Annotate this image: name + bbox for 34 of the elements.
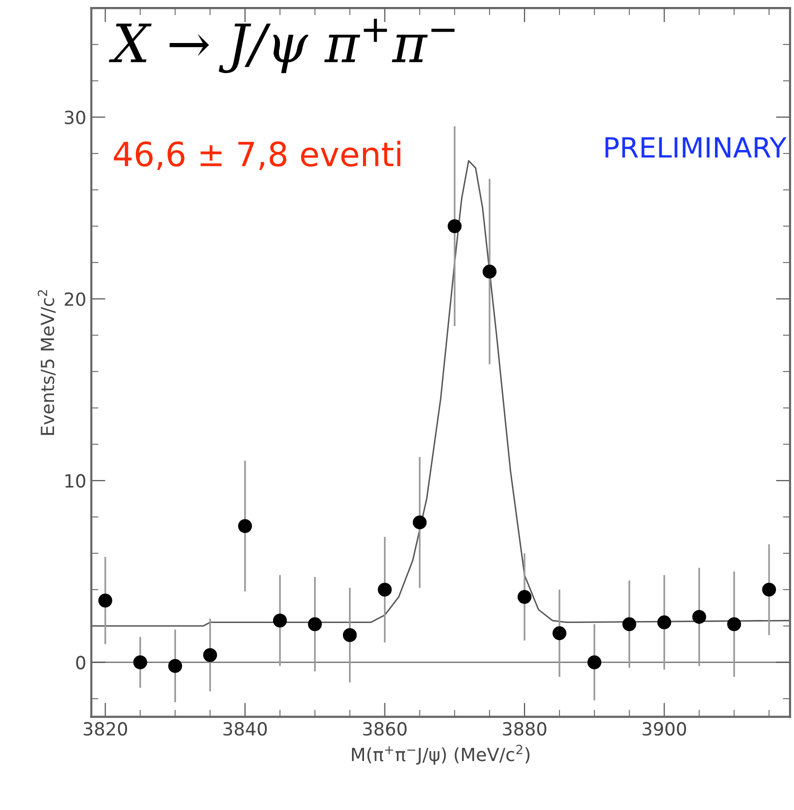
point bbox=[657, 615, 672, 630]
y-tick-label: 0 bbox=[76, 656, 86, 670]
y-tick-label: 30 bbox=[64, 110, 86, 124]
point bbox=[762, 582, 776, 597]
point bbox=[587, 655, 602, 670]
point bbox=[692, 610, 706, 624]
x-tick-label: 3880 bbox=[502, 722, 546, 736]
point bbox=[482, 264, 497, 279]
point bbox=[98, 594, 112, 608]
x-tick-label: 3820 bbox=[84, 722, 128, 736]
x-tick-label: 3900 bbox=[642, 722, 686, 736]
point bbox=[238, 519, 252, 533]
chart-title: X → J/ψ π$^{+}$π$^{−}$ bbox=[108, 18, 455, 74]
point bbox=[273, 614, 287, 628]
y-tick-label: 20 bbox=[64, 292, 86, 306]
point bbox=[448, 219, 462, 234]
y-tick-label: 10 bbox=[65, 474, 86, 488]
x-tick-label: 3840 bbox=[223, 722, 267, 736]
annotation: PRELIMINARY bbox=[606, 137, 787, 158]
x-axis-title: M(π$^{+}$π$^{−}$J/ψ) (MeV/c$^{2}$) bbox=[352, 744, 530, 765]
point bbox=[133, 655, 148, 670]
point bbox=[203, 648, 218, 662]
point bbox=[727, 617, 742, 632]
point bbox=[378, 582, 392, 597]
point bbox=[412, 515, 427, 530]
y-axis-title: Events/5 MeV/c$^{2}$ bbox=[38, 290, 56, 435]
x-tick-label: 3860 bbox=[363, 722, 407, 736]
annotation: 46,6 ± 7,8 eventi bbox=[114, 140, 400, 170]
point bbox=[308, 617, 322, 632]
point bbox=[518, 590, 532, 604]
point bbox=[552, 626, 566, 640]
point bbox=[342, 628, 357, 642]
point bbox=[168, 659, 182, 673]
point bbox=[622, 617, 636, 632]
